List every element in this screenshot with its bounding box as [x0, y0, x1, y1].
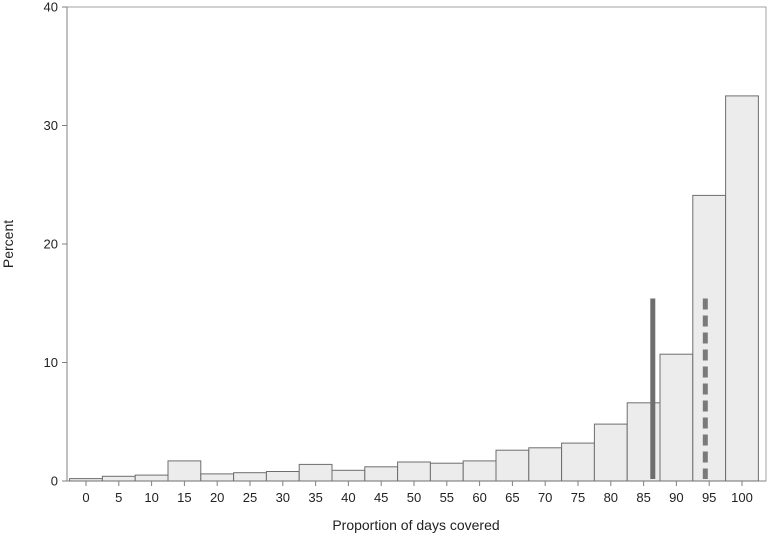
- x-tick-label: 80: [604, 490, 618, 505]
- bar-0: [69, 478, 103, 482]
- x-tick-label: 40: [341, 490, 355, 505]
- x-tick-label: 0: [82, 490, 89, 505]
- x-tick-label: 85: [636, 490, 650, 505]
- x-tick-label: 30: [276, 490, 290, 505]
- y-tick-label: 30: [44, 118, 58, 133]
- x-tick-label: 75: [571, 490, 585, 505]
- y-tick-label: 40: [44, 0, 58, 15]
- x-tick-label: 95: [702, 490, 716, 505]
- x-tick-label: 60: [472, 490, 486, 505]
- bar-50: [397, 461, 431, 482]
- bar-25: [233, 472, 267, 482]
- bar-70: [528, 447, 563, 482]
- x-tick-label: 20: [210, 490, 224, 505]
- x-tick-label: 5: [115, 490, 122, 505]
- bar-15: [167, 460, 202, 482]
- x-tick-label: 15: [177, 490, 191, 505]
- x-tick-label: 70: [538, 490, 552, 505]
- bar-80: [593, 423, 628, 482]
- bar-20: [200, 473, 235, 482]
- x-tick-label: 25: [243, 490, 257, 505]
- bar-60: [462, 460, 497, 482]
- bar-100: [725, 95, 759, 482]
- bar-45: [364, 466, 399, 482]
- x-tick-label: 65: [505, 490, 519, 505]
- bar-5: [101, 475, 136, 482]
- x-tick-label: 10: [144, 490, 158, 505]
- bar-40: [331, 469, 366, 482]
- bars-group: [69, 95, 759, 482]
- y-tick-label: 20: [44, 237, 58, 252]
- x-tick-label: 35: [308, 490, 322, 505]
- bar-30: [265, 471, 300, 482]
- x-tick-label: 55: [440, 490, 454, 505]
- bar-65: [495, 449, 530, 482]
- bar-95: [692, 194, 727, 482]
- bar-75: [561, 442, 595, 482]
- y-tick-label: 0: [51, 474, 58, 489]
- bar-55: [429, 462, 464, 482]
- x-tick-label: 45: [374, 490, 388, 505]
- bar-10: [134, 474, 169, 482]
- x-tick-label: 50: [407, 490, 421, 505]
- bar-35: [298, 463, 333, 482]
- x-axis-title: Proportion of days covered: [332, 517, 499, 533]
- y-tick-label: 10: [44, 355, 58, 370]
- reference-lines-group: [650, 298, 708, 479]
- y-ticks-group: 0 10 20 30 40: [44, 0, 67, 489]
- bar-90: [659, 353, 694, 482]
- x-ticks-group: 0 5 10 15 20 25 30 35 40 45 50 55 60 65 70 75 80 85 90 95 10…: [82, 481, 753, 505]
- x-tick-label: 100: [731, 490, 753, 505]
- y-axis-title: Percent: [0, 220, 16, 268]
- x-tick-label: 90: [669, 490, 683, 505]
